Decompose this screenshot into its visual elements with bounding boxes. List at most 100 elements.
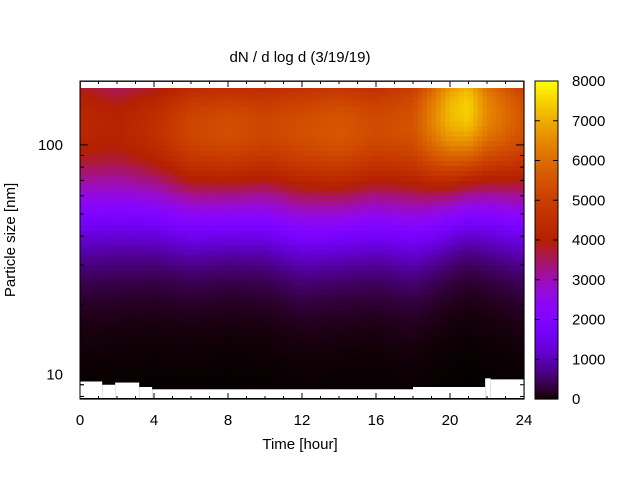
heatmap-cell [431, 135, 437, 142]
heatmap-cell [172, 384, 178, 390]
heatmap-cell [385, 384, 391, 390]
heatmap-cell [167, 279, 174, 286]
heatmap-cell [177, 299, 183, 306]
heatmap-cell [422, 304, 428, 311]
heatmap-cell [265, 120, 271, 127]
heatmap-cell [265, 85, 271, 92]
heatmap-cell [200, 160, 206, 167]
heatmap-cell [389, 384, 396, 390]
heatmap-cell [315, 344, 322, 350]
heatmap-cell [362, 165, 368, 172]
heatmap-cell [394, 185, 400, 191]
heatmap-cell [426, 135, 433, 142]
heatmap-cell [228, 225, 234, 231]
heatmap-cell [380, 100, 386, 107]
heatmap-cell [311, 284, 317, 291]
heatmap-cell [228, 254, 234, 261]
heatmap-cell [325, 180, 331, 186]
heatmap-cell [186, 105, 192, 112]
heatmap-cell [237, 210, 243, 216]
heatmap-cell [357, 100, 363, 107]
heatmap-cell [218, 289, 224, 296]
heatmap-cell [209, 264, 215, 271]
heatmap-cell [362, 215, 368, 221]
heatmap-cell [380, 334, 386, 340]
heatmap-cell [112, 170, 118, 177]
heatmap-cell [228, 299, 234, 306]
heatmap-cell [177, 334, 183, 340]
heatmap-cell [158, 235, 164, 241]
heatmap-cell [246, 249, 252, 256]
heatmap-cell [352, 299, 359, 306]
heatmap-cell [385, 105, 391, 112]
heatmap-cell [431, 170, 437, 177]
heatmap-cell [283, 259, 289, 266]
heatmap-cell [422, 205, 428, 211]
heatmap-cell [376, 225, 382, 231]
heatmap-cell [343, 130, 349, 137]
heatmap-cell [186, 249, 192, 256]
heatmap-cell [218, 170, 224, 177]
heatmap-cell [103, 369, 109, 375]
heatmap-cell [117, 259, 123, 266]
heatmap-cell [158, 299, 164, 306]
heatmap-cell [93, 235, 100, 241]
heatmap-cell [376, 339, 382, 345]
heatmap-cell [135, 344, 141, 350]
heatmap-cell [103, 309, 109, 316]
heatmap-cell [283, 180, 289, 186]
heatmap-cell [117, 329, 123, 336]
heatmap-cell [362, 349, 368, 355]
heatmap-cell [93, 244, 100, 251]
heatmap-cell [366, 215, 372, 221]
heatmap-cell [288, 90, 294, 97]
heatmap-cell [112, 364, 118, 370]
heatmap-cell [334, 105, 340, 112]
heatmap-cell [265, 299, 271, 306]
heatmap-cell [241, 170, 248, 177]
heatmap-cell [311, 235, 317, 241]
heatmap-cell [325, 225, 331, 231]
heatmap-cell [362, 90, 368, 97]
heatmap-cell [158, 240, 164, 246]
heatmap-cell [288, 269, 294, 276]
heatmap-cell [144, 230, 150, 236]
heatmap-cell [274, 165, 280, 172]
heatmap-cell [403, 180, 409, 186]
heatmap-cell [246, 354, 252, 360]
heatmap-cell [366, 150, 372, 157]
heatmap-cell [306, 359, 312, 365]
heatmap-cell [297, 244, 303, 251]
heatmap-cell [84, 170, 90, 177]
heatmap-cell [204, 145, 211, 152]
heatmap-cell [297, 105, 303, 112]
heatmap-cell [283, 304, 289, 311]
heatmap-cell [103, 155, 109, 162]
heatmap-cell [154, 155, 160, 162]
heatmap-cell [195, 274, 201, 281]
heatmap-cell [260, 264, 266, 271]
heatmap-cell [103, 284, 109, 291]
heatmap-cell [311, 244, 317, 251]
heatmap-cell [306, 215, 312, 221]
heatmap-cell [315, 225, 322, 231]
heatmap-cell [107, 100, 113, 107]
heatmap-cell [334, 110, 340, 117]
heatmap-cell [172, 264, 178, 271]
heatmap-cell [288, 130, 294, 137]
heatmap-cell [158, 344, 164, 350]
heatmap-cell [200, 235, 206, 241]
heatmap-cell [413, 165, 419, 172]
heatmap-cell [283, 240, 289, 246]
heatmap-cell [413, 349, 419, 355]
heatmap-cell [422, 309, 428, 316]
heatmap-cell [348, 135, 354, 142]
heatmap-cell [117, 269, 123, 276]
heatmap-cell [89, 249, 95, 256]
heatmap-cell [126, 230, 132, 236]
heatmap-cell [362, 384, 368, 390]
heatmap-cell [218, 185, 224, 191]
heatmap-cell [158, 215, 164, 221]
heatmap-cell [403, 115, 409, 122]
heatmap-cell [422, 230, 428, 236]
